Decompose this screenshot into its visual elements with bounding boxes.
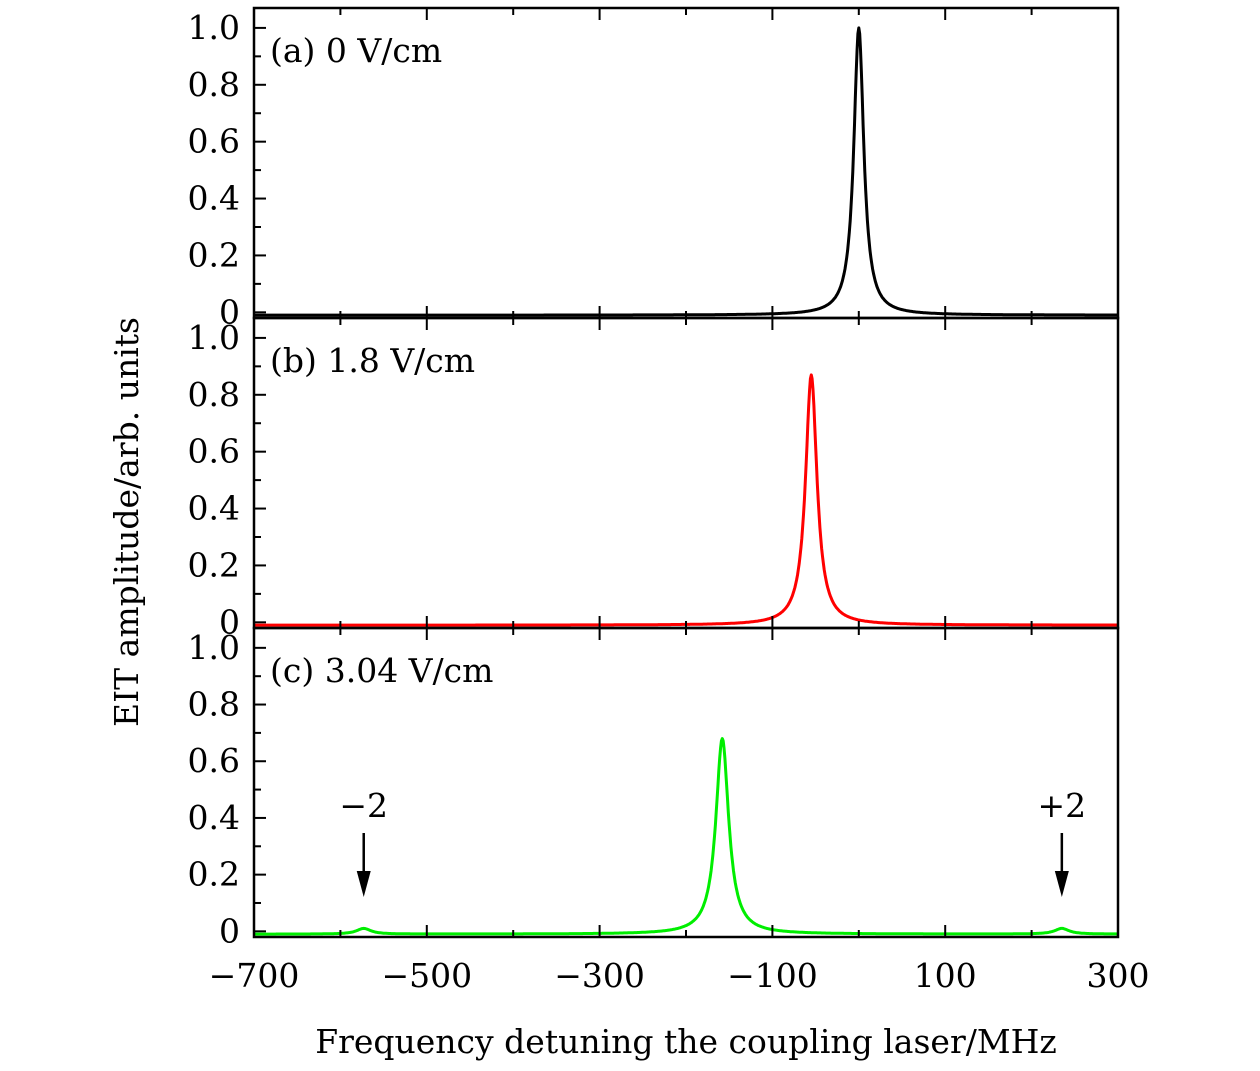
y-tick-label: 0.6 bbox=[188, 122, 240, 161]
y-axis-title: EIT amplitude/arb. units bbox=[107, 317, 146, 727]
y-tick-label: 0 bbox=[219, 911, 240, 950]
panel-c: 0 0.2 0.4 0.6 0.8 1.0 (c) 3.04 V/cm −2 +2 bbox=[188, 626, 1120, 950]
y-tick-label: 0 bbox=[219, 292, 240, 331]
annotation-arrow-head bbox=[1054, 871, 1069, 897]
x-tick-labels: −700 −500 −300 −100 100 300 bbox=[209, 956, 1150, 995]
annotation-label: +2 bbox=[1038, 786, 1087, 825]
panels-layer: 0 0.2 0.4 0.6 0.8 1.0 (a) 0 V/cm 0 0.2 0.4 0.6 0.8 1… bbox=[188, 6, 1150, 995]
y-tick-label: 0.4 bbox=[188, 798, 240, 837]
y-tick-label: 0 bbox=[219, 602, 240, 641]
x-tick-label: 100 bbox=[914, 956, 977, 995]
y-tick-label: 0.2 bbox=[188, 855, 240, 894]
panel-b: 0 0.2 0.4 0.6 0.8 1.0 (b) 1.8 V/cm bbox=[188, 316, 1120, 641]
annotation-arrow-head bbox=[356, 871, 371, 897]
panel-label: (a) 0 V/cm bbox=[270, 31, 442, 70]
x-tick-label: 300 bbox=[1087, 956, 1150, 995]
annotation-arrow: −2 bbox=[339, 786, 388, 897]
y-tick-label: 0.8 bbox=[188, 685, 240, 724]
panel-a: 0 0.2 0.4 0.6 0.8 1.0 (a) 0 V/cm bbox=[188, 6, 1120, 331]
y-tick-label: 0.6 bbox=[188, 432, 240, 471]
y-tick-label: 1.0 bbox=[188, 8, 240, 47]
y-tick-label: 0.8 bbox=[188, 375, 240, 414]
series-line bbox=[253, 26, 1119, 317]
x-tick-label: −700 bbox=[209, 956, 300, 995]
y-tick-label: 1.0 bbox=[188, 318, 240, 357]
x-axis-title: Frequency detuning the coupling laser/MH… bbox=[315, 1022, 1057, 1061]
y-tick-label: 0.6 bbox=[188, 741, 240, 780]
y-tick-label: 0.2 bbox=[188, 235, 240, 274]
y-tick-label: 1.0 bbox=[188, 628, 240, 667]
x-tick-label: −100 bbox=[727, 956, 818, 995]
panel-label: (c) 3.04 V/cm bbox=[270, 651, 493, 690]
annotation-arrow: +2 bbox=[1038, 786, 1087, 897]
y-tick-label: 0.4 bbox=[188, 179, 240, 218]
panel-label: (b) 1.8 V/cm bbox=[270, 341, 475, 380]
y-tick-label: 0.4 bbox=[188, 489, 240, 528]
series-line bbox=[253, 373, 1119, 627]
y-tick-label: 0.2 bbox=[188, 545, 240, 584]
annotation-label: −2 bbox=[339, 786, 388, 825]
y-tick-label: 0.8 bbox=[188, 65, 240, 104]
x-tick-label: −500 bbox=[381, 956, 472, 995]
x-tick-label: −300 bbox=[554, 956, 645, 995]
series-line bbox=[253, 737, 1119, 936]
